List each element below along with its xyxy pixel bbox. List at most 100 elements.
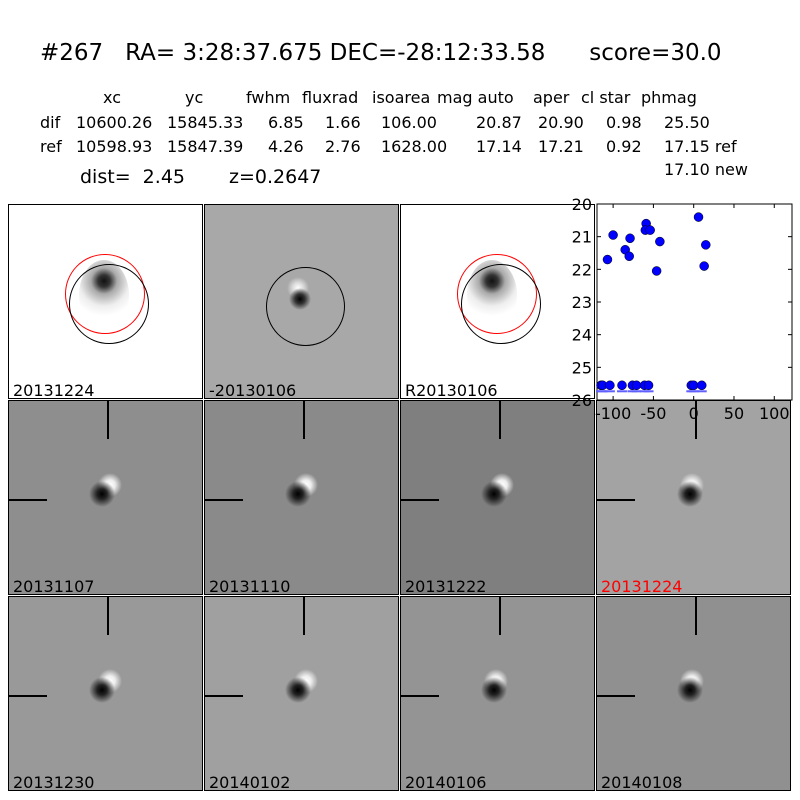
y-tick-label: 23 (572, 293, 592, 312)
crosshair-vertical (107, 401, 109, 439)
stamp-label: 20131224 (13, 381, 95, 399)
limit-point (643, 380, 654, 391)
crosshair-horizontal (597, 499, 635, 501)
stamp-label: 20131107 (13, 577, 95, 595)
cell: 0.98 (606, 113, 642, 132)
cell: 10600.26 (76, 113, 153, 132)
plot-area (596, 203, 793, 401)
cell: 15845.33 (167, 113, 244, 132)
crosshair-vertical (695, 597, 697, 635)
crosshair-vertical (695, 401, 697, 439)
crosshair-horizontal (9, 499, 47, 501)
stamp-ref: R20130106 (400, 204, 595, 399)
column-header: xc (103, 88, 121, 107)
data-point (608, 230, 618, 240)
x-tick-label: -100 (595, 404, 631, 423)
crosshair-vertical (303, 401, 305, 439)
epoch-stamp: 20131107 (8, 400, 203, 595)
cell: 6.85 (268, 113, 304, 132)
data-point (655, 236, 665, 247)
cell: 17.15 ref (664, 137, 737, 156)
data-point (624, 251, 634, 262)
stamp-label: 20140108 (601, 773, 683, 791)
column-header: aper (533, 88, 570, 107)
column-header: cl star (581, 88, 631, 107)
stamp-label: R20130106 (405, 381, 498, 399)
stamp-label: 20140102 (209, 773, 291, 791)
cell: 20.90 (538, 113, 584, 132)
cell: 17.14 (476, 137, 522, 156)
data-point (651, 266, 662, 276)
y-tick-label: 21 (572, 228, 592, 247)
x-tick-label: -50 (640, 404, 666, 423)
cell: 4.26 (268, 137, 304, 156)
column-header: mag auto (437, 88, 514, 107)
cell: 0.92 (606, 137, 642, 156)
column-header: isoarea (372, 88, 431, 107)
cell: 10598.93 (76, 137, 153, 156)
crosshair-horizontal (9, 695, 47, 697)
limit-point (697, 380, 707, 391)
cell: 20.87 (476, 113, 522, 132)
crosshair-vertical (499, 597, 501, 635)
crosshair-horizontal (597, 695, 635, 697)
y-tick-label: 20 (572, 195, 592, 214)
data-point (625, 233, 635, 244)
crosshair-vertical (303, 597, 305, 635)
crosshair-horizontal (205, 499, 243, 501)
limit-point (631, 380, 642, 391)
epoch-stamp: 20140106 (400, 596, 595, 791)
cell: 15847.39 (167, 137, 244, 156)
crosshair-horizontal (205, 695, 243, 697)
figure-title: #267 RA= 3:28:37.675 DEC=-28:12:33.58 sc… (40, 40, 722, 66)
data-point (602, 254, 613, 265)
cell: 2.76 (325, 137, 361, 156)
epoch-stamp: 20140102 (204, 596, 399, 791)
cell: 106.00 (381, 113, 437, 132)
y-tick-label: 25 (572, 358, 592, 377)
epoch-stamp: 20131222 (400, 400, 595, 595)
crosshair-vertical (107, 597, 109, 635)
limit-point (605, 380, 615, 391)
dist-value: dist= 2.45 (80, 166, 185, 188)
data-point (693, 212, 704, 222)
x-tick-label: 0 (689, 404, 699, 423)
y-tick-label: 24 (572, 326, 592, 345)
x-tick-label: 50 (724, 404, 744, 423)
cell: 17.21 (538, 137, 584, 156)
data-point (699, 261, 709, 271)
y-tick-label: 22 (572, 260, 592, 279)
column-header: fwhm (246, 88, 291, 107)
epoch-stamp: 20140108 (596, 596, 791, 791)
limit-point (617, 380, 627, 391)
column-header: yc (185, 88, 204, 107)
cell: 1628.00 (381, 137, 448, 156)
y-tick-label: 26 (572, 391, 592, 410)
data-point (701, 240, 711, 250)
row-label: ref (40, 137, 62, 156)
column-header: fluxrad (302, 88, 359, 107)
epoch-stamp: 20131230 (8, 596, 203, 791)
new-phmag: 17.10 new (664, 160, 748, 179)
row-label: dif (40, 113, 61, 132)
crosshair-vertical (499, 401, 501, 439)
stamp-label: 20131110 (209, 577, 291, 595)
cell: 25.50 (664, 113, 710, 132)
epoch-stamp: 20131110 (204, 400, 399, 595)
epoch-stamp: 20131224 (596, 400, 791, 595)
stamp-label: 20131222 (405, 577, 487, 595)
crosshair-horizontal (401, 695, 439, 697)
cell: 1.66 (325, 113, 361, 132)
stamp-new: 20131224 (8, 204, 203, 399)
x-tick-label: 100 (759, 404, 790, 423)
z-value: z=0.2647 (229, 166, 322, 188)
data-point (645, 225, 655, 235)
limit-point (688, 380, 699, 391)
crosshair-horizontal (401, 499, 439, 501)
stamp-label: 20131230 (13, 773, 95, 791)
stamp-label: 20131224 (601, 577, 683, 595)
column-header: phmag (641, 88, 697, 107)
stamp-diff: -20130106 (204, 204, 399, 399)
magnitude-scatter-plot: -100 -50 0 50 100 20 21 22 23 24 25 26 (572, 195, 793, 423)
